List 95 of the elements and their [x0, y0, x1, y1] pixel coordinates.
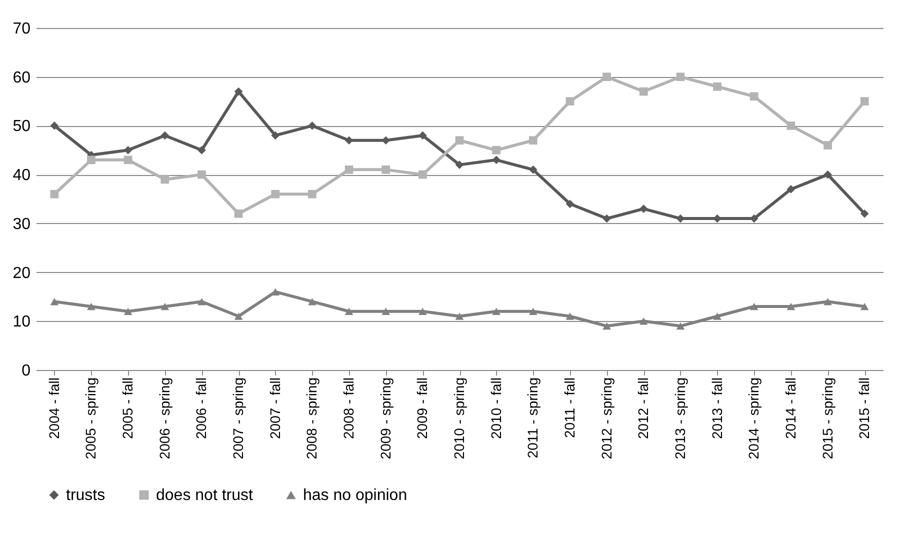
- x-tick-label: 2009 - spring: [377, 378, 394, 460]
- point: [602, 214, 611, 223]
- point: [455, 160, 464, 169]
- x-tick-label: 2011 - spring: [524, 378, 541, 458]
- point: [566, 97, 574, 106]
- point: [124, 308, 132, 315]
- point: [234, 87, 243, 96]
- point: [860, 302, 869, 310]
- point: [198, 298, 206, 306]
- point: [639, 318, 648, 325]
- point: [160, 131, 170, 140]
- x-tick-label: 2014 - spring: [746, 378, 762, 460]
- point: [308, 122, 316, 130]
- y-tick-label: 50: [12, 118, 31, 136]
- x-tick-label: 2013 - spring: [672, 378, 688, 460]
- point: [160, 175, 170, 184]
- x-tick-label: 2006 - fall: [193, 378, 210, 439]
- x-tick-label: 2013 - fall: [708, 378, 725, 439]
- legend-label: has no opinion: [303, 487, 408, 504]
- point: [234, 312, 243, 320]
- point: [602, 322, 611, 330]
- point: [455, 136, 464, 145]
- point: [676, 72, 685, 82]
- point: [50, 298, 59, 306]
- point: [750, 92, 758, 101]
- point: [271, 131, 280, 140]
- point: [492, 146, 501, 154]
- point: [87, 302, 96, 310]
- point: [382, 166, 390, 174]
- point: [786, 185, 796, 194]
- point: [528, 166, 538, 174]
- point: [824, 298, 832, 306]
- point: [860, 97, 869, 106]
- x-tick-label: 2007 - spring: [230, 378, 246, 460]
- point: [418, 170, 427, 179]
- point: [455, 312, 464, 320]
- point: [344, 166, 354, 174]
- point: [528, 308, 538, 315]
- point: [124, 146, 132, 154]
- point: [198, 146, 206, 154]
- point: [308, 190, 316, 198]
- x-tick-label: 2007 - fall: [266, 378, 283, 439]
- x-tick-label: 2015 - fall: [856, 378, 872, 439]
- x-tick-label: 2010 - fall: [488, 378, 504, 439]
- x-tick-label: 2005 - fall: [120, 378, 136, 439]
- x-tick-label: 2008 - spring: [304, 378, 320, 460]
- point: [418, 308, 427, 315]
- point: [160, 302, 170, 310]
- y-tick-label: 0: [22, 362, 31, 380]
- y-tick-label: 30: [12, 216, 31, 233]
- x-tick-label: 2009 - fall: [414, 378, 430, 439]
- legend-label: does not trust: [156, 487, 254, 504]
- point: [824, 170, 832, 179]
- point: [124, 156, 132, 164]
- y-tick-label: 10: [12, 314, 31, 331]
- point: [566, 200, 574, 208]
- point: [50, 122, 59, 130]
- point: [786, 122, 796, 130]
- point: [639, 204, 648, 213]
- point: [492, 308, 501, 315]
- legend-label: trusts: [66, 487, 106, 504]
- x-tick-label: 2012 - spring: [598, 378, 614, 460]
- y-tick-label: 60: [12, 69, 31, 86]
- y-tick-label: 20: [12, 264, 31, 282]
- point: [566, 312, 574, 320]
- point: [528, 136, 538, 145]
- point: [50, 190, 59, 198]
- y-tick-label: 70: [12, 20, 31, 38]
- point: [639, 87, 648, 96]
- x-tick-label: 2010 - spring: [451, 378, 467, 460]
- point: [676, 322, 685, 330]
- x-tick-label: 2005 - spring: [82, 378, 99, 460]
- x-tick-label: 2015 - spring: [819, 378, 836, 460]
- x-tick-label: 2011 - fall: [561, 378, 578, 438]
- point: [234, 209, 243, 218]
- x-tick-label: 2014 - fall: [782, 378, 798, 439]
- point: [308, 298, 316, 306]
- point: [344, 308, 354, 315]
- point: [271, 190, 280, 198]
- point: [492, 156, 501, 164]
- x-tick-label: 2008 - fall: [340, 378, 357, 439]
- point: [750, 302, 758, 310]
- point: [786, 302, 796, 310]
- point: [860, 209, 869, 218]
- point: [198, 170, 206, 179]
- point: [713, 82, 722, 91]
- point: [87, 156, 96, 164]
- x-tick-label: 2004 - fall: [46, 378, 62, 439]
- point: [713, 312, 722, 320]
- point: [382, 308, 390, 315]
- x-tick-label: 2006 - spring: [156, 378, 172, 460]
- point: [824, 141, 832, 150]
- y-tick-label: 40: [12, 167, 31, 184]
- x-tick-label: 2012 - fall: [635, 378, 652, 439]
- point: [602, 72, 611, 82]
